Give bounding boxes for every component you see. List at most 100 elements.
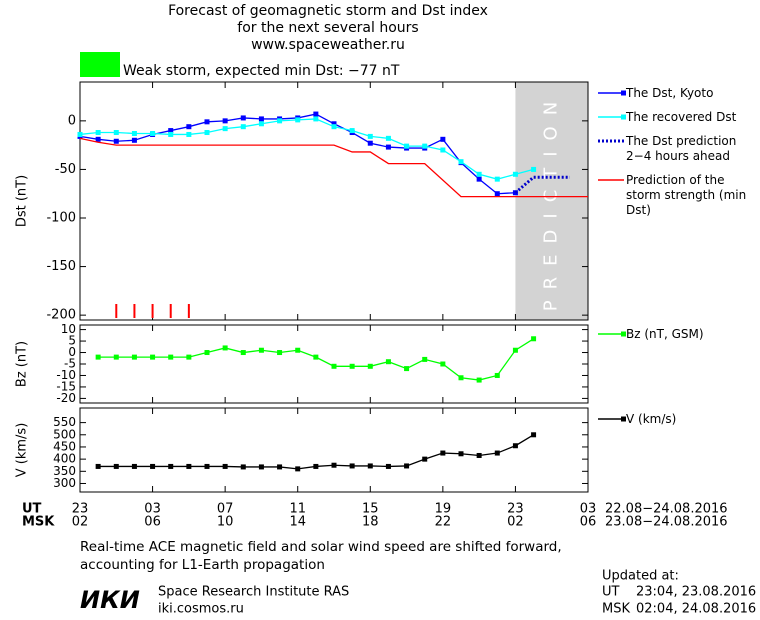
legend-swatch [598,179,624,181]
legend: Bz (nT, GSM) [596,327,756,351]
updated-msk: 02:04, 24.08.2016 [636,602,756,617]
data-point [531,432,537,438]
data-point [476,452,482,458]
legend-entry: Bz (nT, GSM) [596,327,756,342]
footer-note: Real-time ACE magnetic field and solar w… [80,539,562,573]
data-point [258,116,264,122]
y-tick-label: 450 [53,439,76,453]
x-tick-label: 06 [144,515,161,530]
y-tick-label: 0 [68,345,76,359]
data-point [113,138,119,144]
data-point [404,463,410,469]
data-point [150,463,156,469]
data-point [404,366,410,372]
updated-msk-label: MSK [602,602,630,617]
legend-entry: The Dst, Kyoto [596,86,756,101]
legend-label: V (km/s) [626,412,677,426]
x-tick-label: 02 [507,515,524,530]
data-point [385,144,391,150]
y-tick-label: -200 [46,308,76,323]
data-point [385,463,391,469]
data-point [150,130,156,136]
data-point [494,372,500,378]
data-point [95,130,101,136]
y-tick-label: 350 [53,464,76,478]
y-tick-label: -15 [56,379,76,393]
data-point [277,350,283,356]
data-point [240,464,246,470]
data-point [186,354,192,360]
data-point [240,115,246,121]
data-point [240,350,246,356]
data-point [385,135,391,141]
data-point [204,130,210,136]
y-tick-label: 300 [53,476,76,490]
series-line [79,113,516,195]
data-point [494,191,500,197]
data-point [258,464,264,470]
data-point [150,354,156,360]
data-point [476,171,482,177]
legend-swatch [598,114,626,120]
data-point [168,354,174,360]
legend-entry: The recovered Dst [596,110,756,125]
data-point [313,354,319,360]
data-point [476,377,482,383]
data-point [313,116,319,122]
data-point [331,121,337,127]
institute: Space Research Institute RAS [158,585,349,600]
data-point [458,375,464,381]
x-tick-label: 10 [217,515,234,530]
updated-ut: 23:04, 23.08.2016 [636,585,756,600]
data-point [494,450,500,456]
data-point [131,137,137,143]
legend-swatch [598,90,626,96]
x-tick-label: 03 [580,502,597,517]
y-tick-label: 0 [68,113,76,128]
plot-frame [79,407,589,493]
legend-swatch [598,331,626,337]
data-point [77,131,83,137]
legend-label: The Dst, Kyoto [626,86,714,100]
legend: V (km/s) [596,412,756,436]
series-line [79,137,588,198]
data-point [367,363,373,369]
legend-entry: V (km/s) [596,412,756,427]
data-point [440,450,446,456]
legend-label: Prediction of the storm strength (min Ds… [626,173,747,217]
data-point [349,463,355,469]
data-point [512,171,518,177]
y-tick-label: 10 [61,322,76,336]
legend-marker [621,90,626,96]
y-tick-label: 5 [68,334,76,348]
x-range: 22.08−24.08.2016 [605,502,728,517]
data-point [186,131,192,137]
y-tick-label: 500 [53,427,76,441]
y-axis-label: Bz (nT) [15,341,30,387]
data-point [367,463,373,469]
data-point [186,124,192,130]
data-point [295,117,301,123]
data-point [313,111,319,117]
data-point [385,359,391,365]
data-point [95,354,101,360]
y-tick-label: -5 [64,357,76,371]
y-tick-label: -20 [56,391,76,405]
data-point [222,345,228,351]
data-point [440,361,446,367]
data-point [222,118,228,124]
title: Forecast of geomagnetic storm and Dst in… [168,3,488,19]
data-point [331,462,337,468]
x-row-label: MSK [22,515,55,530]
series-line [98,434,534,470]
y-tick-label: -150 [46,259,76,274]
legend-label: Bz (nT, GSM) [626,327,704,341]
legend-marker [621,331,626,337]
x-row-label: UT [22,502,42,517]
data-point [531,166,537,172]
x-tick-label: 11 [289,502,306,517]
plot-frame [79,81,589,321]
x-tick-label: 19 [435,502,452,517]
data-point [95,463,101,469]
legend-marker [621,114,626,120]
